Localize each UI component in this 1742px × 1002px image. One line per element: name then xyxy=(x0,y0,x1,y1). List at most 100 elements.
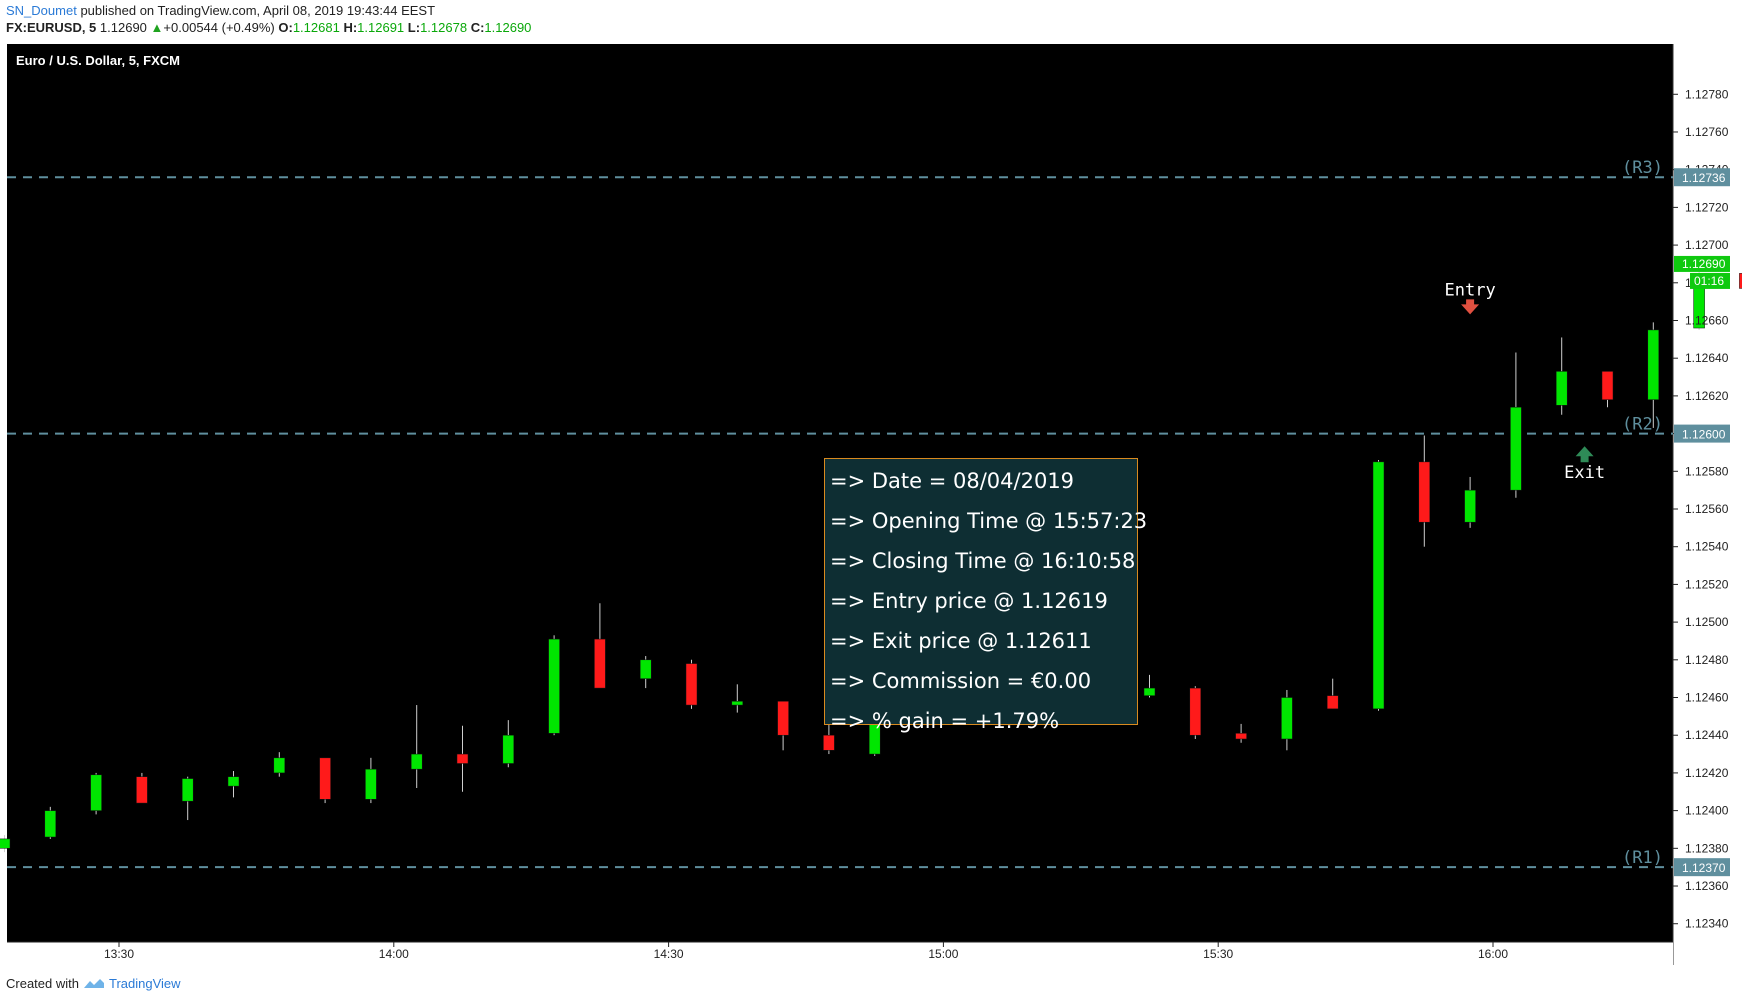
candle-body xyxy=(548,638,560,734)
time-axis xyxy=(7,942,1673,965)
y-tick-label: 1.12760 xyxy=(1685,125,1729,139)
close-value: 1.12690 xyxy=(484,20,532,35)
candle-body xyxy=(1235,733,1247,740)
candle-body xyxy=(136,776,148,804)
candle-body xyxy=(823,734,835,751)
level-price-label: 1.12736 xyxy=(1682,171,1726,185)
created-with-label: Created with xyxy=(6,976,79,991)
footer: Created with TradingView xyxy=(6,976,181,991)
candle-body xyxy=(365,768,377,800)
candle-body xyxy=(227,776,240,787)
y-tick-label: 1.12560 xyxy=(1685,502,1729,516)
high-value: 1.12691 xyxy=(357,20,405,35)
trade-info-box: => Date = 08/04/2019 => Opening Time @ 1… xyxy=(824,458,1148,733)
ohlc-line: FX:EURUSD, 5 1.12690 ▲+0.00544 (+0.49%) … xyxy=(6,19,531,36)
last-price-label: 1.12690 xyxy=(1682,257,1726,271)
candle-body xyxy=(1555,371,1568,406)
y-tick-label: 1.12380 xyxy=(1685,841,1729,855)
symbol-label: FX:EURUSD, 5 xyxy=(6,20,97,35)
y-tick-label: 1.12720 xyxy=(1685,200,1729,214)
x-tick-label: 15:00 xyxy=(928,947,958,961)
entry-annotation: Entry xyxy=(1445,280,1496,300)
chart-title: Euro / U.S. Dollar, 5, FXCM xyxy=(16,53,180,68)
y-tick-label: 1.12360 xyxy=(1685,879,1729,893)
candle-body xyxy=(1464,489,1476,523)
high-label: H: xyxy=(343,20,358,35)
y-tick-label: 1.12420 xyxy=(1685,766,1729,780)
candle-body xyxy=(594,638,606,689)
candle-body xyxy=(1326,695,1339,710)
author-link[interactable]: SN_Doumet xyxy=(6,3,77,18)
candle-body xyxy=(273,757,286,774)
candle-body xyxy=(1143,687,1156,696)
candle-body xyxy=(731,701,744,706)
info-entry-price: => Entry price @ 1.12619 xyxy=(830,589,1108,613)
x-tick-label: 13:30 xyxy=(104,947,134,961)
level-price-label: 1.12370 xyxy=(1682,861,1726,875)
level-price-tag xyxy=(1674,168,1730,187)
y-tick-label: 1.12460 xyxy=(1685,691,1729,705)
y-tick-label: 1.12340 xyxy=(1685,917,1729,931)
candle-body xyxy=(639,659,652,679)
level-price-tag xyxy=(1674,858,1730,877)
low-value: 1.12678 xyxy=(420,20,468,35)
candle-body xyxy=(1510,406,1522,491)
exit-annotation: Exit xyxy=(1564,463,1605,483)
candle-body xyxy=(456,753,469,764)
low-label: L: xyxy=(407,20,421,35)
countdown-tag xyxy=(1690,272,1730,289)
candle-body xyxy=(410,753,423,770)
candle-body xyxy=(1739,273,1742,289)
level-label: (R2) xyxy=(1622,415,1663,435)
candle-body xyxy=(319,757,331,800)
y-tick-label: 1.12400 xyxy=(1685,804,1729,818)
y-tick-label: 1.12440 xyxy=(1685,728,1729,742)
candle-body xyxy=(1372,461,1385,710)
y-tick-label: 1.12780 xyxy=(1685,87,1729,101)
close-label: C: xyxy=(470,20,485,35)
y-tick-label: 1.12500 xyxy=(1685,615,1729,629)
candle-body xyxy=(1189,687,1202,736)
candle-body xyxy=(181,778,194,802)
countdown-label: 01:16 xyxy=(1694,274,1724,288)
change-value: +0.00544 (+0.49%) xyxy=(163,20,275,35)
x-tick-label: 16:00 xyxy=(1478,947,1508,961)
change-arrow-icon: ▲ xyxy=(150,20,164,35)
x-tick-label: 15:30 xyxy=(1203,947,1233,961)
y-tick-label: 1.12620 xyxy=(1685,389,1729,403)
candle-body xyxy=(777,701,789,736)
level-label: (R1) xyxy=(1622,848,1663,868)
y-tick-label: 1.12660 xyxy=(1685,313,1729,327)
candle-body xyxy=(1281,697,1293,740)
tradingview-brand-link[interactable]: TradingView xyxy=(108,976,181,991)
y-tick-label: 1.12520 xyxy=(1685,577,1729,591)
open-label: O: xyxy=(278,20,293,35)
last-price: 1.12690 xyxy=(99,20,147,35)
candle-body xyxy=(1418,461,1431,523)
publish-line: SN_Doumet published on TradingView.com, … xyxy=(6,2,531,19)
level-price-tag xyxy=(1674,424,1730,443)
y-tick-label: 1.12580 xyxy=(1685,464,1729,478)
info-opening-time: => Opening Time @ 15:57:23 xyxy=(830,509,1148,533)
x-tick-label: 14:30 xyxy=(654,947,684,961)
level-label: (R3) xyxy=(1622,158,1663,178)
candle-body xyxy=(90,774,102,811)
info-gain: => % gain = +1.79% xyxy=(830,709,1060,733)
y-tick-label: 1.12640 xyxy=(1685,351,1729,365)
candle-body xyxy=(1647,329,1660,400)
info-closing-time: => Closing Time @ 16:10:58 xyxy=(830,549,1136,573)
info-date: => Date = 08/04/2019 xyxy=(830,469,1075,493)
candle-body xyxy=(44,810,57,838)
exit-arrow-icon xyxy=(1575,446,1594,463)
candle-body xyxy=(0,838,11,849)
open-value: 1.12681 xyxy=(292,20,340,35)
info-commission: => Commission = €0.00 xyxy=(830,669,1092,693)
publish-info: published on TradingView.com, April 08, … xyxy=(80,3,436,18)
header-info: SN_Doumet published on TradingView.com, … xyxy=(6,2,531,36)
y-tick-label: 1.12540 xyxy=(1685,540,1729,554)
candle-body xyxy=(502,734,515,764)
last-price-tag xyxy=(1674,255,1730,272)
entry-arrow-icon xyxy=(1461,299,1480,315)
y-tick-label: 1.12480 xyxy=(1685,653,1729,667)
candle-body xyxy=(1601,371,1614,400)
